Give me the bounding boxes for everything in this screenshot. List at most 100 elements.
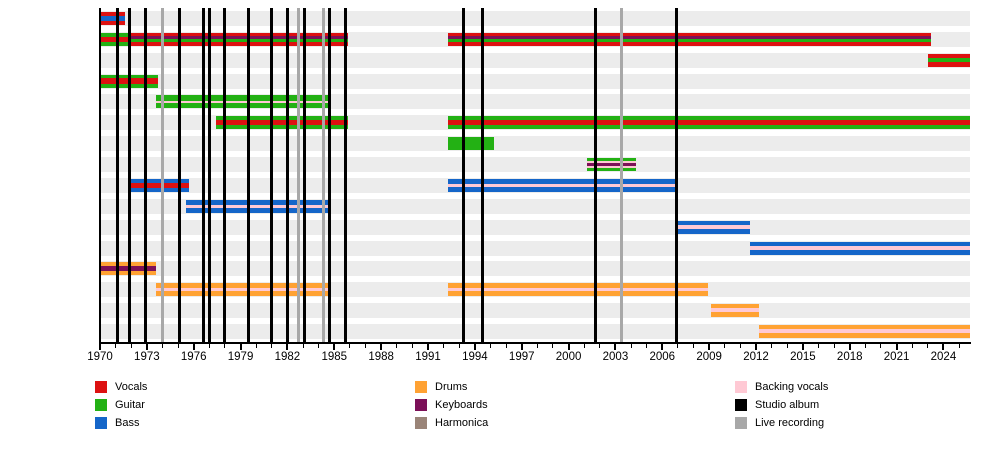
axis-major-tick [333,344,336,350]
axis-major-tick [145,344,148,350]
axis-minor-tick [443,344,445,348]
bar-stripe-guitar [100,32,130,37]
bar-stripe-guitar [587,158,636,161]
studio-album-line [207,8,211,342]
legend-item: Bass [95,417,139,429]
studio-album-line [223,8,227,342]
bar-stripe-vocals [129,32,349,37]
bar-stripe-vocals [128,182,190,189]
member-bar [448,137,494,151]
axis-tick-label: 2003 [602,351,629,363]
axis-tick-label: 2000 [555,351,582,363]
axis-tick-label: 1991 [415,351,441,363]
member-bar [185,199,329,213]
bar-stripe-bass [448,187,677,192]
axis-minor-tick [208,344,210,348]
legend-label: Live recording [755,417,825,429]
bar-stripe-vocals [129,42,349,46]
bar-stripe-bass [749,249,970,255]
legend-label: Guitar [115,399,145,411]
bar-stripe-guitar [448,125,970,130]
bar-stripe-guitar [129,38,349,43]
axis-minor-tick [536,344,538,348]
axis-minor-tick [833,344,835,348]
member-bar [448,178,677,192]
live-recording-line [296,8,300,342]
row-band [100,52,970,68]
axis-minor-tick [411,344,413,348]
bar-stripe-backing_vocals [759,329,970,334]
bar-stripe-vocals [215,120,349,126]
bar-stripe-bass [448,178,677,184]
row-band [100,73,970,89]
row-band [100,157,970,173]
legend-item: Keyboards [415,399,488,411]
axis-tick-label: 2006 [649,351,676,363]
bar-stripe-bass [100,15,125,22]
axis-tick-label: 1976 [180,351,207,363]
y-axis-line [99,8,101,342]
axis-minor-tick [318,344,320,348]
axis-tick-label: 2012 [743,351,769,363]
axis-tick-label: 1985 [321,351,348,363]
legend-label: Drums [435,381,468,393]
bar-stripe-backing_vocals [185,204,329,208]
member-bar [587,158,636,172]
legend-item: Vocals [95,381,147,393]
axis-major-tick [801,344,804,350]
legend-item: Harmonica [415,417,488,429]
axis-minor-tick [255,344,257,348]
axis-minor-tick [771,344,773,348]
legend-swatch-backing_vocals [735,381,747,393]
axis-major-tick [427,344,429,350]
member-bar [156,95,329,109]
legend-swatch-keyboards [415,399,427,411]
bar-stripe-drums [448,283,708,288]
studio-album-line [201,8,205,342]
axis-major-tick [99,344,101,350]
studio-album-line [178,8,182,342]
axis-minor-tick [349,344,351,348]
bar-stripe-guitar [156,103,329,109]
bar-stripe-guitar [448,116,970,121]
axis-minor-tick [911,344,913,348]
axis-minor-tick [880,344,882,348]
bar-stripe-backing_vocals [749,246,970,250]
axis-minor-tick [817,344,819,348]
axis-tick-label: 2009 [696,351,722,363]
axis-minor-tick [630,344,632,348]
member-bar [100,11,125,25]
axis-major-tick [614,344,617,350]
member-bar [927,53,970,67]
legend-item: Guitar [95,399,145,411]
axis-tick-label: 1970 [87,351,113,363]
axis-major-tick [239,344,242,350]
axis-tick-label: 1979 [227,351,254,363]
studio-album-line [128,8,132,342]
axis-minor-tick [677,344,679,348]
member-bar [448,283,708,297]
bar-stripe-keyboards [100,266,157,271]
axis-major-tick [848,344,851,350]
legend-label: Keyboards [435,399,488,411]
axis-minor-tick [552,344,554,348]
legend-swatch-harmonica [415,417,427,429]
bar-stripe-keyboards [448,36,931,39]
axis-tick-label: 2018 [836,351,863,363]
studio-album-line [343,8,347,342]
bar-stripe-vocals [100,36,130,42]
bar-stripe-backing_vocals [587,166,636,169]
row-band [100,136,970,152]
bar-stripe-drums [448,291,708,297]
bar-stripe-bass [677,220,750,226]
member-bar [749,241,970,255]
axis-minor-tick [505,344,507,348]
axis-major-tick [942,344,945,350]
bar-stripe-guitar [215,116,349,121]
legend-swatch-vocals [95,381,107,393]
studio-album-line [328,8,332,342]
bar-stripe-keyboards [129,36,349,39]
legend-label: Backing vocals [755,381,829,393]
studio-album-line [462,8,466,342]
